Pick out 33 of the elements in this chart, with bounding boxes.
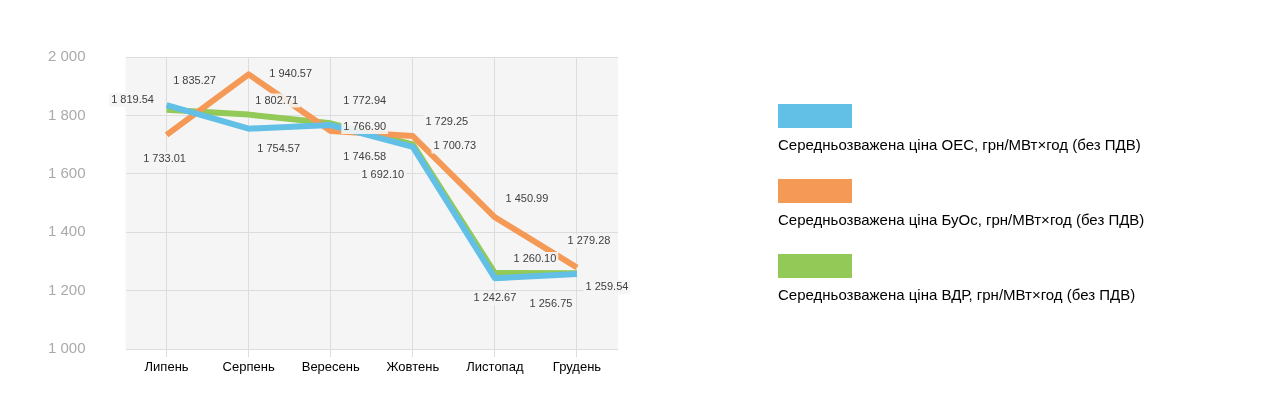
data-label: 1 819.54 — [111, 92, 154, 105]
data-label: 1 450.99 — [505, 192, 549, 205]
data-label: 1 279.28 — [567, 234, 611, 247]
x-tick-label: Грудень — [552, 359, 602, 375]
data-label: 1 940.57 — [269, 67, 313, 80]
data-label: 1 746.58 — [343, 150, 387, 163]
data-label: 1 802.71 — [255, 93, 299, 106]
legend-label: Середньозважена ціна ВДР, грн/МВт×год (без ПДВ) — [778, 285, 1137, 303]
data-label: 1 242.67 — [473, 291, 517, 304]
data-label: 1 772.94 — [343, 94, 387, 107]
data-label: 1 700.73 — [433, 139, 477, 152]
y-tick-label: 1 400 — [47, 222, 86, 240]
data-label: 1 259.54 — [585, 280, 629, 293]
x-tick-label: Вересень — [301, 359, 360, 375]
data-label: 1 692.10 — [361, 167, 405, 180]
data-label: 1 754.57 — [257, 141, 301, 154]
y-tick-label: 1 800 — [47, 105, 86, 123]
y-tick-label: 1 600 — [47, 163, 86, 181]
x-tick-label: Листопад — [466, 359, 524, 375]
y-tick-label: 2 000 — [47, 47, 86, 65]
data-label: 1 835.27 — [173, 74, 216, 87]
legend-label: Середньозважена ціна БуОс, грн/МВт×год (без ПДВ) — [778, 210, 1145, 228]
data-label: 1 260.10 — [513, 252, 557, 265]
x-tick-label: Липень — [144, 359, 189, 375]
data-label: 1 733.01 — [143, 151, 186, 164]
y-tick-label: 1 200 — [47, 280, 86, 298]
data-label: 1 256.75 — [529, 297, 573, 310]
data-label: 1 729.25 — [425, 115, 469, 128]
x-tick-label: Серпень — [222, 359, 275, 375]
y-tick-label: 1 000 — [47, 339, 86, 357]
data-label: 1 766.90 — [343, 120, 387, 133]
x-tick-label: Жовтень — [386, 359, 440, 375]
legend-label: Середньозважена ціна ОЕС, грн/МВт×год (без ПДВ) — [778, 135, 1142, 153]
